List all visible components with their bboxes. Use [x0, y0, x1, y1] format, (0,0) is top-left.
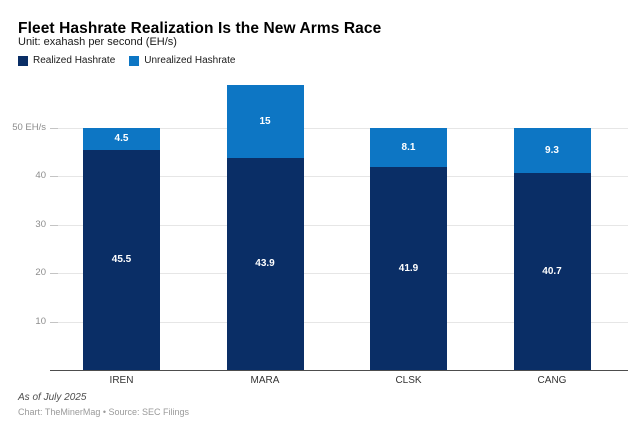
gridline [50, 321, 628, 323]
bar-segment-unrealized: 4.5 [83, 128, 160, 150]
gridline [50, 273, 628, 275]
y-tick-label: 40 [35, 170, 46, 182]
chart-title: Fleet Hashrate Realization Is the New Ar… [18, 20, 382, 38]
y-tick-label: 20 [35, 267, 46, 279]
x-axis-category-label: IREN [109, 375, 134, 386]
bar-value-label: 9.3 [545, 145, 559, 156]
bar-value-label: 45.5 [111, 254, 132, 266]
bar-value-label: 40.7 [542, 265, 562, 277]
x-axis-line [50, 370, 628, 371]
as-of-note: As of July 2025 [18, 392, 87, 403]
bar-segment-realized: 45.5 [83, 149, 160, 370]
realized-swatch-icon [18, 55, 28, 66]
legend-label-realized: Realized Hashrate [33, 55, 116, 66]
y-tick-label: 10 [35, 315, 46, 327]
bar-value-label: 4.5 [114, 133, 129, 145]
tick-mark [50, 321, 58, 323]
bar-value-label: 15 [259, 115, 271, 127]
gridline [50, 176, 628, 178]
tick-mark [50, 128, 58, 129]
bar-segment-realized: 40.7 [513, 173, 591, 370]
legend-item-realized: Realized Hashrate [18, 55, 115, 66]
bar-segment-unrealized: 8.1 [370, 128, 447, 168]
chart-subtitle: Unit: exahash per second (EH/s) [18, 36, 177, 48]
x-axis-category-label: MARA [250, 375, 280, 386]
legend-label-unrealized: Unrealized Hashrate [144, 55, 236, 66]
bar-value-label: 8.1 [401, 142, 416, 154]
bar-segment-unrealized: 9.3 [513, 128, 591, 173]
tick-mark [50, 176, 58, 178]
legend-item-unrealized: Unrealized Hashrate [129, 55, 235, 66]
x-axis-category-label: CANG [537, 375, 567, 386]
y-tick-label: 30 [35, 218, 46, 230]
source-credit: Chart: TheMinerMag • Source: SEC Filings [18, 407, 190, 417]
bar-segment-realized: 43.9 [226, 157, 304, 370]
unrealized-swatch-icon [129, 55, 140, 66]
tick-mark [50, 273, 58, 275]
gridline [50, 224, 628, 226]
gridline [50, 128, 628, 129]
x-axis-category-label: CLSK [395, 375, 422, 386]
y-tick-label: 50 EH/s [12, 122, 46, 133]
legend: Realized Hashrate Unrealized Hashrate [18, 55, 235, 66]
tick-mark [50, 224, 58, 226]
bar-value-label: 43.9 [255, 258, 275, 270]
bar-segment-unrealized: 15 [226, 84, 304, 158]
bar-value-label: 41.9 [398, 263, 419, 275]
bar-segment-realized: 41.9 [370, 167, 447, 370]
